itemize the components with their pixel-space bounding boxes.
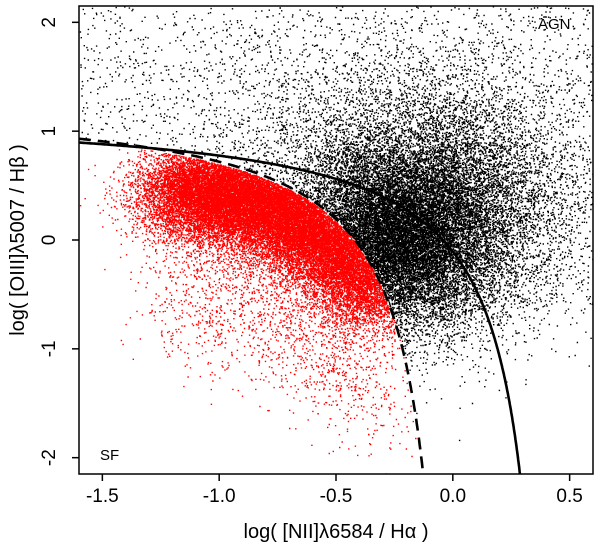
y-tick-label: 1	[39, 126, 60, 137]
sf-points	[79, 149, 418, 474]
x-tick-label: -1.5	[86, 486, 119, 507]
y-tick-label: -1	[39, 340, 60, 357]
x-tick-label: 0.0	[440, 486, 466, 507]
y-tick-label: 2	[39, 17, 60, 28]
kauffmann-dashed-curve	[79, 137, 425, 474]
sf-region-label: SF	[100, 447, 119, 464]
demarcation-curves	[79, 137, 522, 474]
y-tick-label: -2	[39, 449, 60, 466]
kewley-solid-curve	[79, 141, 522, 474]
y-axis-title: log( [OIII]λ5007 / Hβ )	[7, 144, 29, 336]
x-tick-label: -0.5	[320, 486, 353, 507]
agn-points	[79, 6, 593, 442]
x-tick-label: 0.5	[556, 486, 582, 507]
x-tick-label: -1.0	[203, 486, 236, 507]
x-axis: -1.5 -1.0 -0.5 0.0 0.5	[86, 474, 583, 507]
y-tick-label: 0	[39, 235, 60, 246]
agn-region-label: AGN	[538, 16, 571, 33]
x-axis-title: log( [NII]λ6584 / Hα )	[244, 521, 429, 543]
y-axis: -2 -1 0 1 2	[39, 17, 79, 466]
scatter-points	[79, 6, 593, 474]
